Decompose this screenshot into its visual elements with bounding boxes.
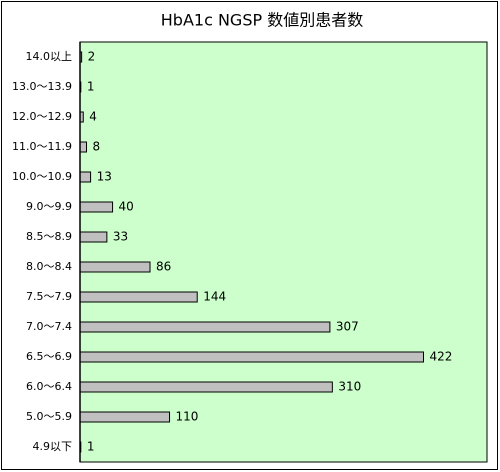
bar [79,201,114,213]
bar [79,321,331,333]
value-label: 13 [97,170,112,184]
y-tick-label: 5.0～5.9 [26,410,72,423]
chart-title: HbA1c NGSP 数値別患者数 [161,11,363,30]
value-label: 422 [430,350,453,364]
bar [79,141,88,153]
bar [79,171,92,183]
value-label: 86 [156,260,171,274]
bar [79,291,198,303]
y-tick-label: 8.5～8.9 [26,230,72,243]
y-tick-label: 9.0～9.9 [26,200,72,213]
y-tick-label: 6.5～6.9 [26,350,72,363]
value-label: 1 [87,440,95,454]
bar [79,351,425,363]
y-tick-label: 12.0～12.9 [12,110,72,123]
y-tick-label: 4.9以下 [33,440,73,453]
y-tick-label: 6.0～6.4 [26,380,72,393]
value-label: 8 [93,140,101,154]
y-tick-label: 7.5～7.9 [26,290,72,303]
value-label: 2 [88,50,96,64]
bar [79,261,151,273]
value-label: 1 [87,80,95,94]
y-tick-label: 7.0～7.4 [26,320,72,333]
value-label: 144 [203,290,226,304]
value-label: 310 [338,380,361,394]
bar [79,231,108,243]
y-tick-label: 14.0以上 [26,50,73,63]
bar [79,411,171,423]
value-label: 33 [113,230,128,244]
value-label: 4 [89,110,97,124]
y-tick-label: 13.0～13.9 [12,80,72,93]
value-label: 40 [119,200,134,214]
y-tick-label: 11.0～11.9 [12,140,72,153]
value-label: 307 [336,320,359,334]
y-tick-label: 10.0～10.9 [12,170,72,183]
plot-area [79,41,488,463]
y-tick-label: 8.0～8.4 [26,260,72,273]
bar [79,381,333,393]
value-label: 110 [176,410,199,424]
